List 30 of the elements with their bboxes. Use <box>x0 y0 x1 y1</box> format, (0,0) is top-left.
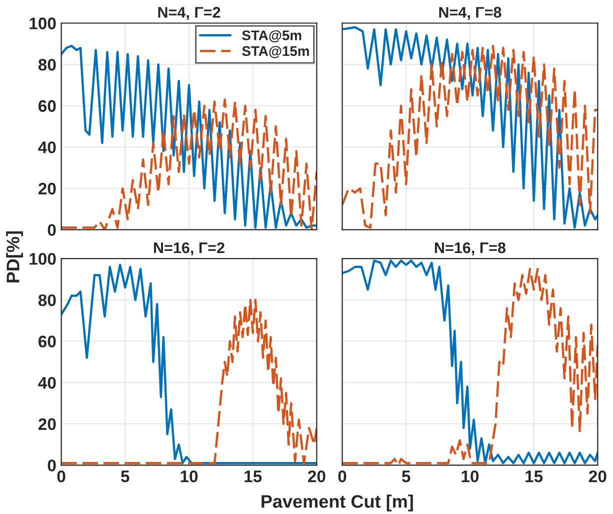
x-tick-label: 20 <box>588 470 606 482</box>
y-tick-label: 0 <box>48 224 56 236</box>
chart-title: N=16, Γ=2 <box>154 242 224 256</box>
legend-label: STA@5m <box>242 30 302 42</box>
y-tick-label: 20 <box>38 182 56 195</box>
x-tick-label: 10 <box>462 470 479 482</box>
y-tick-label: 40 <box>38 376 56 389</box>
y-tick-label: 80 <box>38 294 56 306</box>
x-tick-label: 5 <box>402 470 410 482</box>
x-tick-label: 5 <box>121 470 130 482</box>
x-tick-label: 15 <box>244 470 262 482</box>
x-tick-label: 0 <box>338 470 346 482</box>
x-tick-label: 10 <box>180 470 198 482</box>
y-tick-label: 100 <box>30 253 56 265</box>
y-tick-label: 60 <box>38 336 56 348</box>
x-tick-label: 20 <box>308 470 326 482</box>
x-tick-label: 0 <box>57 470 66 482</box>
x-axis-title: Pavement Cut [m] <box>262 494 413 512</box>
y-tick-label: 100 <box>30 18 56 30</box>
y-tick-label: 20 <box>38 418 56 430</box>
chart-title: N=4, Γ=8 <box>439 6 502 20</box>
chart-title: N=4, Γ=2 <box>158 6 220 20</box>
y-tick-label: 0 <box>48 460 56 472</box>
x-tick-label: 15 <box>526 470 543 482</box>
y-tick-label: 60 <box>38 100 56 112</box>
y-tick-label: 80 <box>38 58 56 71</box>
y-tick-label: 40 <box>38 141 56 154</box>
y-axis-title: PD[%] <box>6 231 23 282</box>
legend-label: STA@15m <box>242 46 309 58</box>
chart-title: N=16, Γ=8 <box>434 242 506 256</box>
